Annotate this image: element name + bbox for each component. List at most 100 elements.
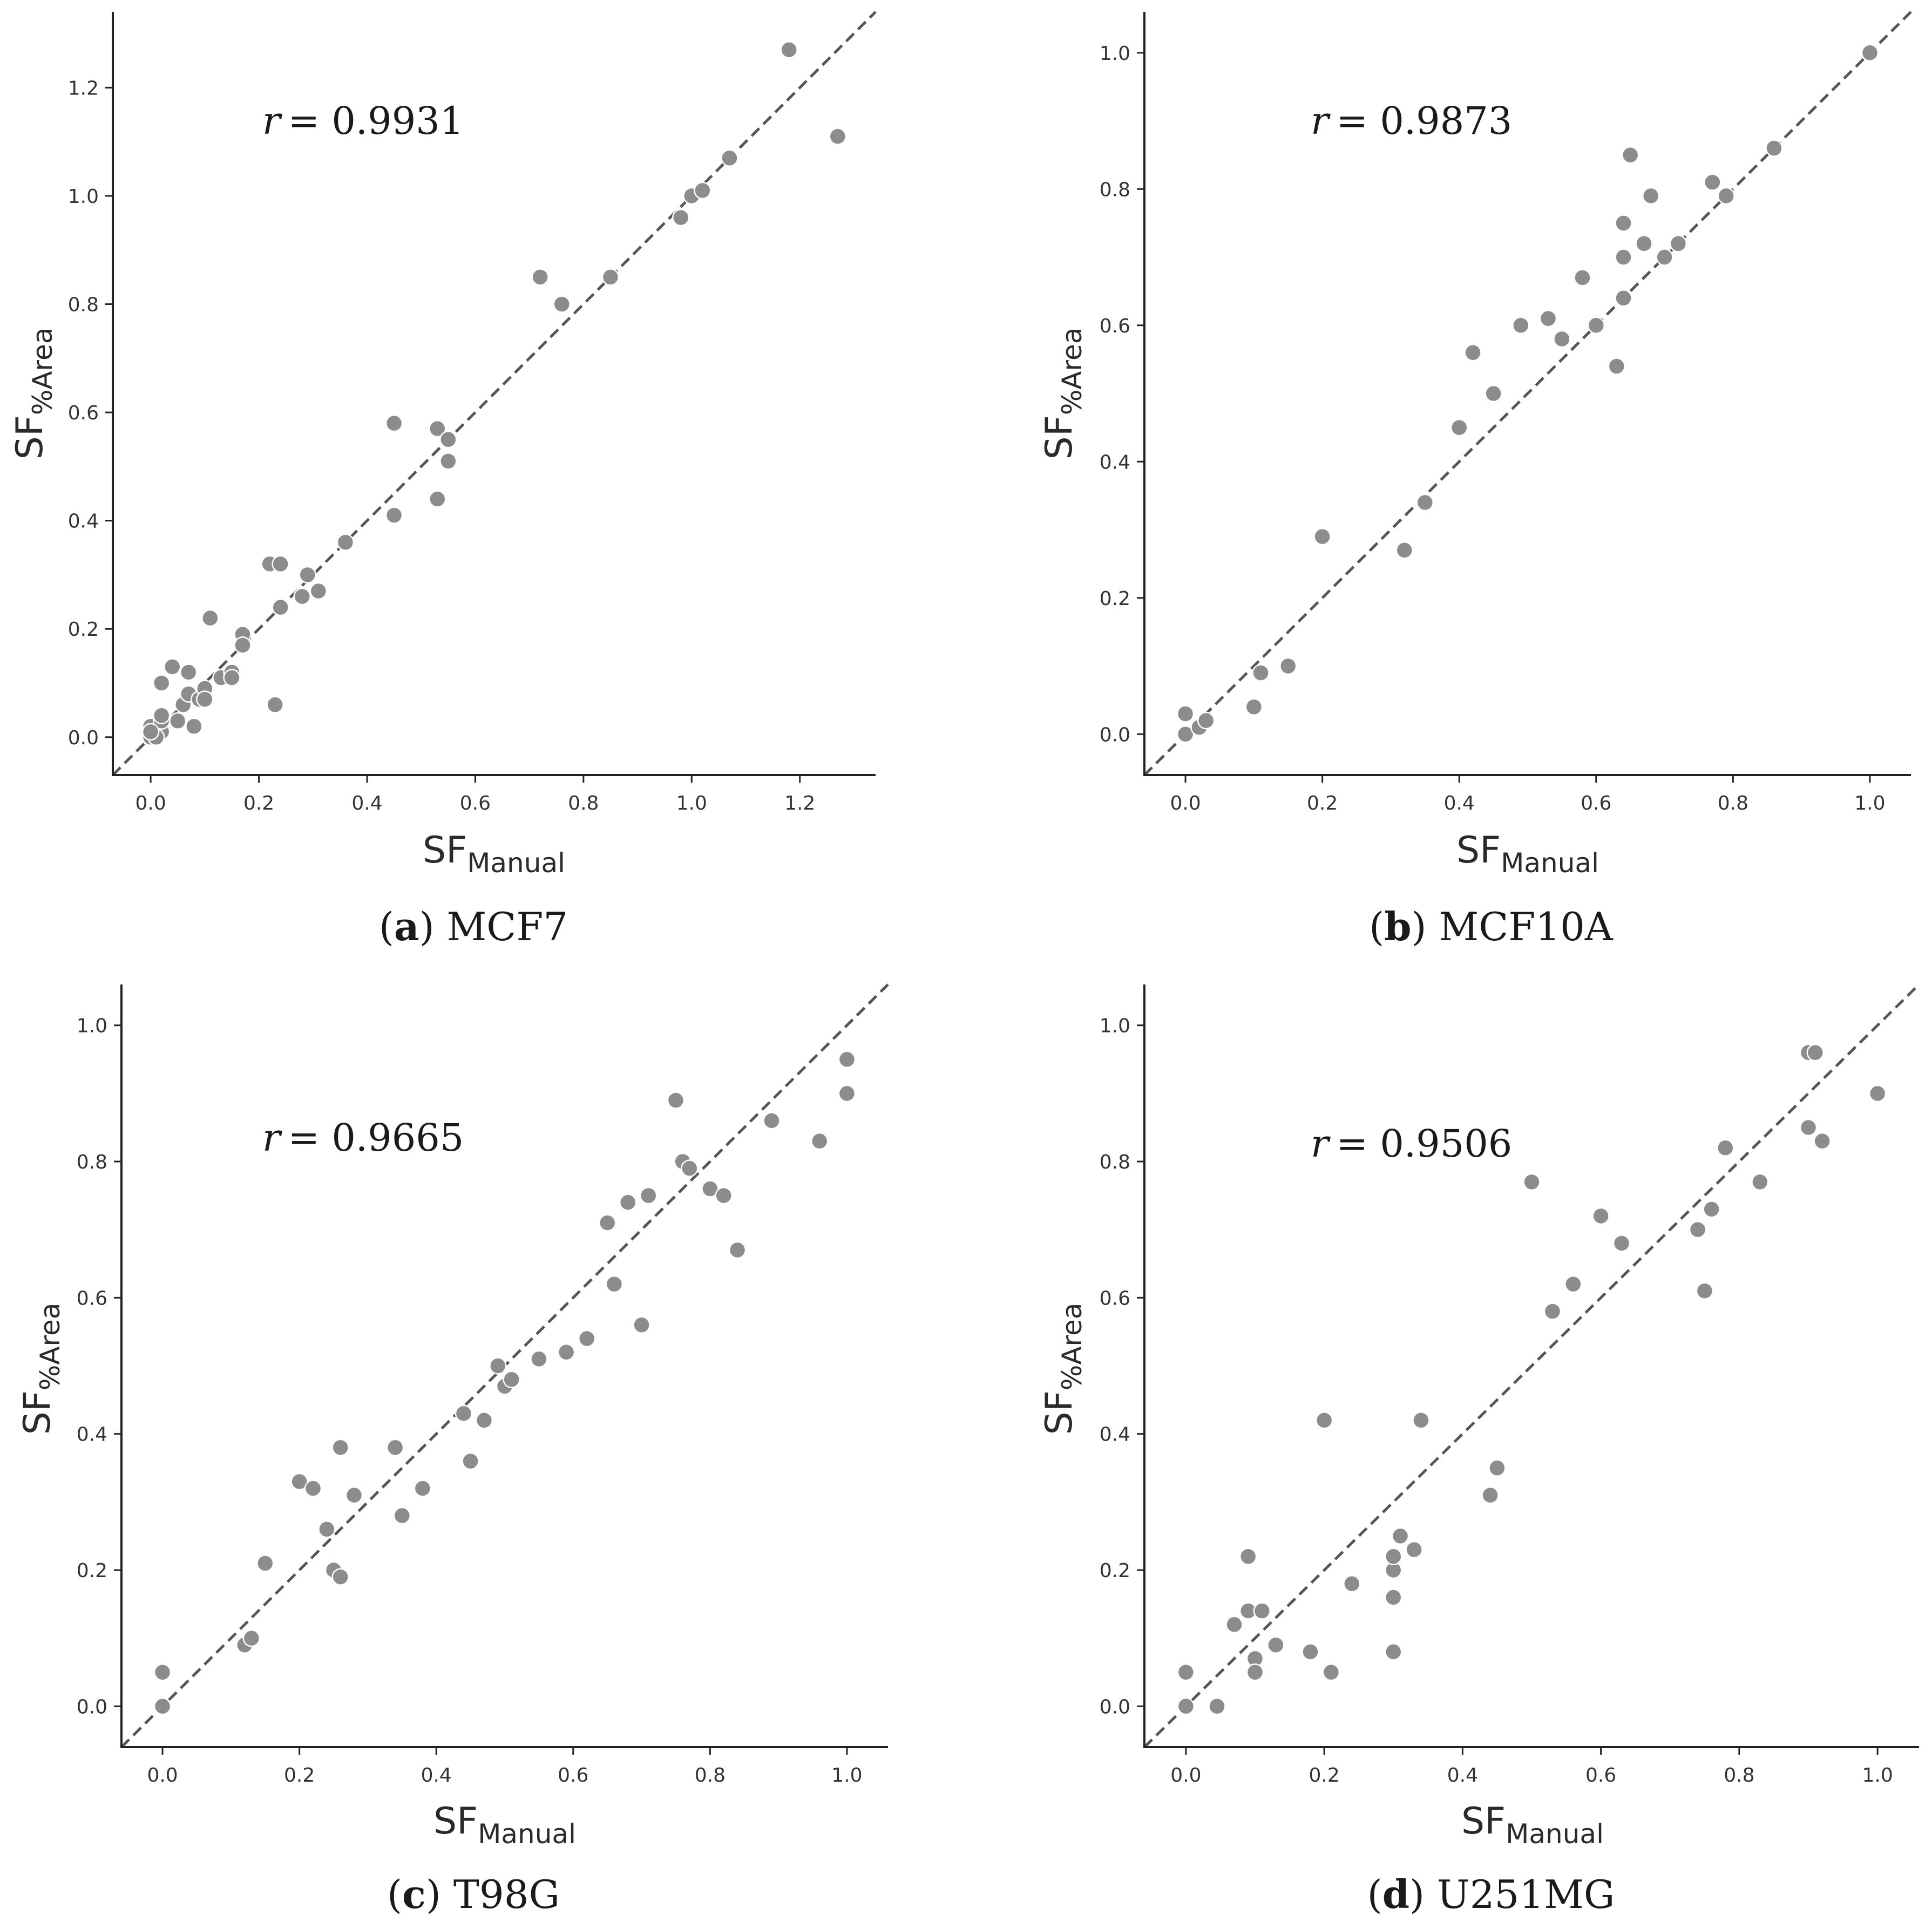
data-point (489, 1357, 507, 1375)
x-tick-label: 0.4 (1447, 1764, 1478, 1787)
data-point (1669, 235, 1687, 253)
data-point (1225, 1615, 1243, 1634)
x-tick-label: 0.2 (1307, 792, 1338, 814)
y-tick-label: 0.0 (1100, 724, 1130, 746)
data-point (1717, 187, 1735, 205)
data-point (640, 1186, 657, 1205)
data-point (633, 1316, 650, 1334)
data-point (1612, 1234, 1631, 1252)
data-point (1176, 705, 1195, 723)
data-point (694, 181, 711, 200)
data-point (838, 1084, 856, 1103)
data-point (439, 430, 457, 449)
caption-open-paren: ( (1367, 1872, 1382, 1917)
caption-name: U251MG (1437, 1872, 1615, 1917)
reference-line (1143, 983, 1920, 1748)
data-point (1751, 1173, 1769, 1191)
x-axis-label-main: SF (423, 829, 467, 872)
correlation-label: r = 0.9873 (1311, 99, 1512, 143)
data-point (1868, 1084, 1887, 1103)
data-point (667, 1091, 685, 1109)
y-axis-label-sub: %Area (27, 328, 58, 416)
data-point (429, 490, 446, 508)
data-point (1512, 316, 1530, 334)
data-point (503, 1370, 520, 1388)
y-axis-label-main: SF (9, 415, 51, 459)
data-point (598, 1214, 616, 1232)
data-point (1553, 330, 1571, 348)
data-point (385, 506, 403, 524)
data-point (1405, 1540, 1423, 1559)
y-axis-label-sub: %Area (35, 1303, 66, 1391)
data-point (672, 208, 690, 227)
y-tick-label: 0.6 (68, 402, 99, 424)
data-point (1301, 1643, 1319, 1661)
y-tick-label: 1.2 (68, 77, 99, 99)
y-tick-label: 0.0 (1100, 1696, 1130, 1718)
correlation-label: r = 0.9665 (262, 1116, 464, 1160)
y-tick-label: 0.6 (77, 1287, 107, 1309)
data-point (1704, 173, 1721, 191)
data-point (1703, 1200, 1720, 1218)
data-point (810, 1132, 829, 1150)
data-point (1539, 309, 1557, 328)
y-tick-label: 0.8 (77, 1151, 107, 1173)
data-point (1322, 1663, 1340, 1681)
data-point (1246, 1663, 1264, 1681)
data-point (1574, 269, 1591, 287)
data-point (1608, 357, 1626, 375)
data-point (728, 1241, 747, 1259)
data-point (153, 1697, 172, 1715)
panel-caption: (b) MCF10A (1369, 904, 1614, 949)
x-axis-label-sub: Manual (467, 847, 565, 879)
y-axis-label: SF%Area (9, 328, 58, 460)
x-tick-label: 0.6 (1581, 792, 1611, 814)
caption-letter: b (1384, 904, 1411, 949)
panel-caption: (c) T98G (387, 1871, 560, 1917)
data-point (201, 609, 219, 627)
data-point (1385, 1547, 1402, 1565)
data-point (169, 712, 187, 730)
data-point (1799, 1118, 1818, 1137)
x-tick-label: 0.8 (568, 792, 599, 814)
data-point (386, 1438, 404, 1457)
y-axis-label-sub: %Area (1056, 1303, 1088, 1391)
data-point (838, 1050, 856, 1069)
r-symbol: r (1311, 99, 1331, 143)
data-point (309, 582, 328, 600)
x-tick-label: 0.2 (284, 1764, 315, 1787)
panel-caption: (d) U251MG (1367, 1871, 1615, 1917)
data-point (1592, 1207, 1610, 1225)
caption-close-paren: ) (1412, 904, 1439, 949)
x-axis-label-sub: Manual (1506, 1818, 1604, 1850)
x-tick-label: 1.2 (784, 792, 815, 814)
data-point (331, 1438, 349, 1457)
data-point (1315, 1411, 1333, 1429)
y-axis-label-main: SF (1038, 1390, 1081, 1435)
data-point (152, 707, 171, 724)
y-tick-label: 0.4 (68, 511, 99, 533)
x-tick-label: 0.8 (695, 1764, 726, 1787)
data-point (1587, 316, 1605, 334)
x-tick-label: 1.0 (831, 1764, 862, 1787)
data-point (780, 40, 798, 59)
data-point (1806, 1043, 1825, 1062)
panel-d: 0.0 0.2 0.4 0.6 0.8 1.0 0.0 0.2 0.4 0.6 0.8 1.0 r = 0… (1038, 983, 1920, 1917)
x-axis-label-main: SF (433, 1800, 478, 1843)
data-point (1450, 418, 1468, 437)
data-point (1208, 1697, 1226, 1715)
x-tick-label: 1.0 (1862, 1764, 1893, 1787)
y-axis-label-main: SF (1038, 415, 1081, 459)
data-point (1765, 139, 1783, 157)
y-tick-label: 0.8 (68, 294, 99, 316)
data-point (1343, 1574, 1361, 1593)
data-point (1635, 235, 1653, 253)
data-point (601, 268, 620, 286)
data-point (701, 1180, 719, 1198)
y-tick-label: 1.0 (1100, 43, 1130, 65)
y-tick-label: 0.0 (77, 1696, 107, 1718)
correlation-label: r = 0.9506 (1311, 1122, 1512, 1166)
y-tick-label: 0.4 (1100, 451, 1130, 473)
y-tick-label: 0.4 (1100, 1424, 1130, 1446)
